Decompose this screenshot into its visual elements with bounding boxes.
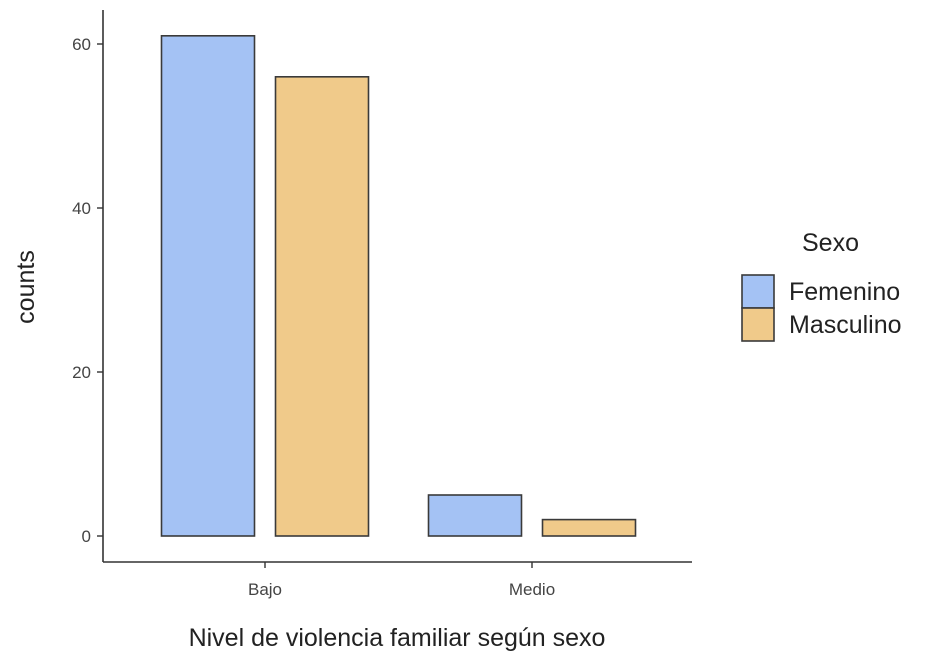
x-tick-label: Bajo bbox=[248, 580, 282, 599]
bars-group bbox=[160, 34, 637, 537]
legend-title: Sexo bbox=[802, 229, 859, 257]
y-axis-title: counts bbox=[12, 250, 40, 324]
bar-masculino-medio bbox=[541, 518, 637, 537]
x-axis-title: Nivel de violencia familiar según sexo bbox=[189, 624, 606, 652]
y-tick-label: 0 bbox=[82, 527, 91, 546]
bar-femenino-bajo bbox=[160, 34, 256, 537]
legend: Sexo Femenino Masculino bbox=[741, 229, 902, 342]
y-tick-label: 20 bbox=[72, 363, 91, 382]
bar-masculino-bajo bbox=[274, 76, 370, 537]
y-tick-label: 60 bbox=[72, 35, 91, 54]
x-axis: Bajo Medio bbox=[103, 561, 692, 599]
y-tick-label: 40 bbox=[72, 199, 91, 218]
bar-femenino-medio bbox=[427, 494, 523, 537]
legend-label-masculino: Masculino bbox=[789, 311, 902, 339]
legend-key-femenino bbox=[741, 274, 775, 309]
y-axis: 0 20 40 60 bbox=[72, 10, 104, 562]
x-tick-label: Medio bbox=[509, 580, 555, 599]
legend-label-femenino: Femenino bbox=[789, 278, 900, 306]
legend-key-masculino bbox=[741, 307, 775, 342]
